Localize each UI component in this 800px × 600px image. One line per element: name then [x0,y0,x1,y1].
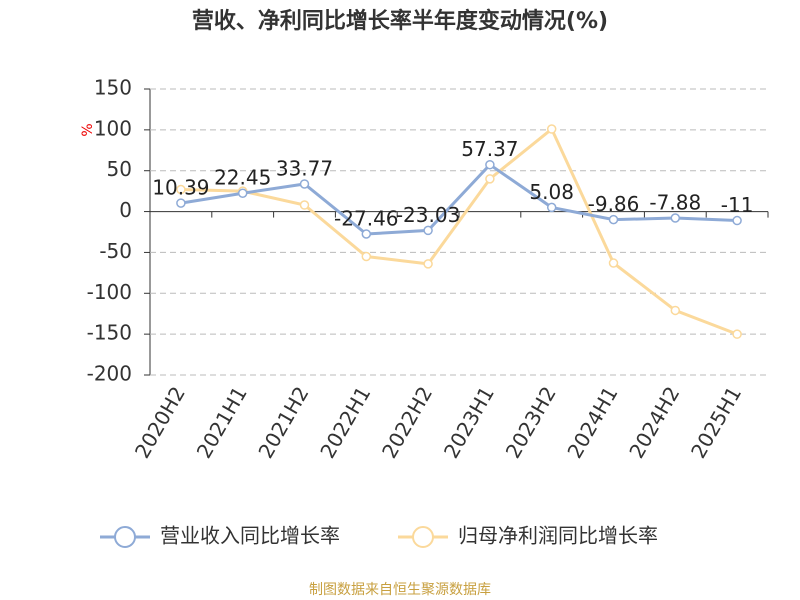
point [299,200,310,210]
point [670,305,681,316]
point [485,159,495,170]
x-tick-label: 2022H1 [315,382,375,462]
x-tick-label: 2021H1 [192,382,252,462]
y-tick-label: -100 [87,280,132,304]
data-label: 5.08 [529,180,574,204]
data-label: 10.39 [152,176,209,200]
series-line [180,162,738,236]
legend-marker [114,526,136,548]
x-tick-label: 2021H2 [253,382,313,462]
x-tick-label: 2023H2 [501,382,561,462]
point [485,174,495,184]
data-label: 57.37 [461,137,518,161]
x-tick-label: 2023H1 [439,382,499,462]
point [361,251,372,262]
y-tick-label: 100 [94,116,132,140]
point [670,213,681,223]
y-tick-label: -150 [87,321,132,345]
y-tick-label: 0 [119,198,132,222]
point [176,184,186,195]
x-tick-label: 2025H1 [686,382,746,462]
point [546,202,557,213]
chart-title: 营收、净利同比增长率半年度变动情况(%) [192,8,608,34]
point [608,214,619,225]
source-note: 制图数据来自恒生聚源数据库 [309,582,491,598]
series-line [180,126,738,336]
y-tick-label: -200 [87,362,132,386]
y-tick-label: 150 [94,76,132,100]
x-tick-label: 2022H2 [377,382,437,462]
point [361,229,372,239]
point [732,329,742,339]
x-tick-label: 2024H2 [624,382,684,462]
x-tick-label: 2020H2 [130,382,190,462]
point [299,179,310,189]
data-label: -11 [721,193,754,217]
data-label: -9.86 [588,192,640,216]
point [423,259,433,269]
point [732,215,742,226]
y-tick-label: 50 [107,157,132,181]
point [546,124,557,134]
legend-marker [412,526,434,548]
x-tick-label: 2024H1 [562,382,622,462]
data-label: 33.77 [276,156,333,180]
point [176,198,186,208]
point [608,258,619,268]
point [237,188,248,198]
legend-label: 归母净利润同比增长率 [458,524,658,548]
y-tick-label: -50 [99,239,132,263]
point [423,225,433,236]
data-label: -27.46 [334,207,398,231]
y-axis-label: % [80,123,96,136]
data-label: -7.88 [649,191,701,215]
data-label: -23.03 [396,203,460,227]
legend-label: 营业收入同比增长率 [160,524,340,548]
data-label: 22.45 [214,166,271,190]
